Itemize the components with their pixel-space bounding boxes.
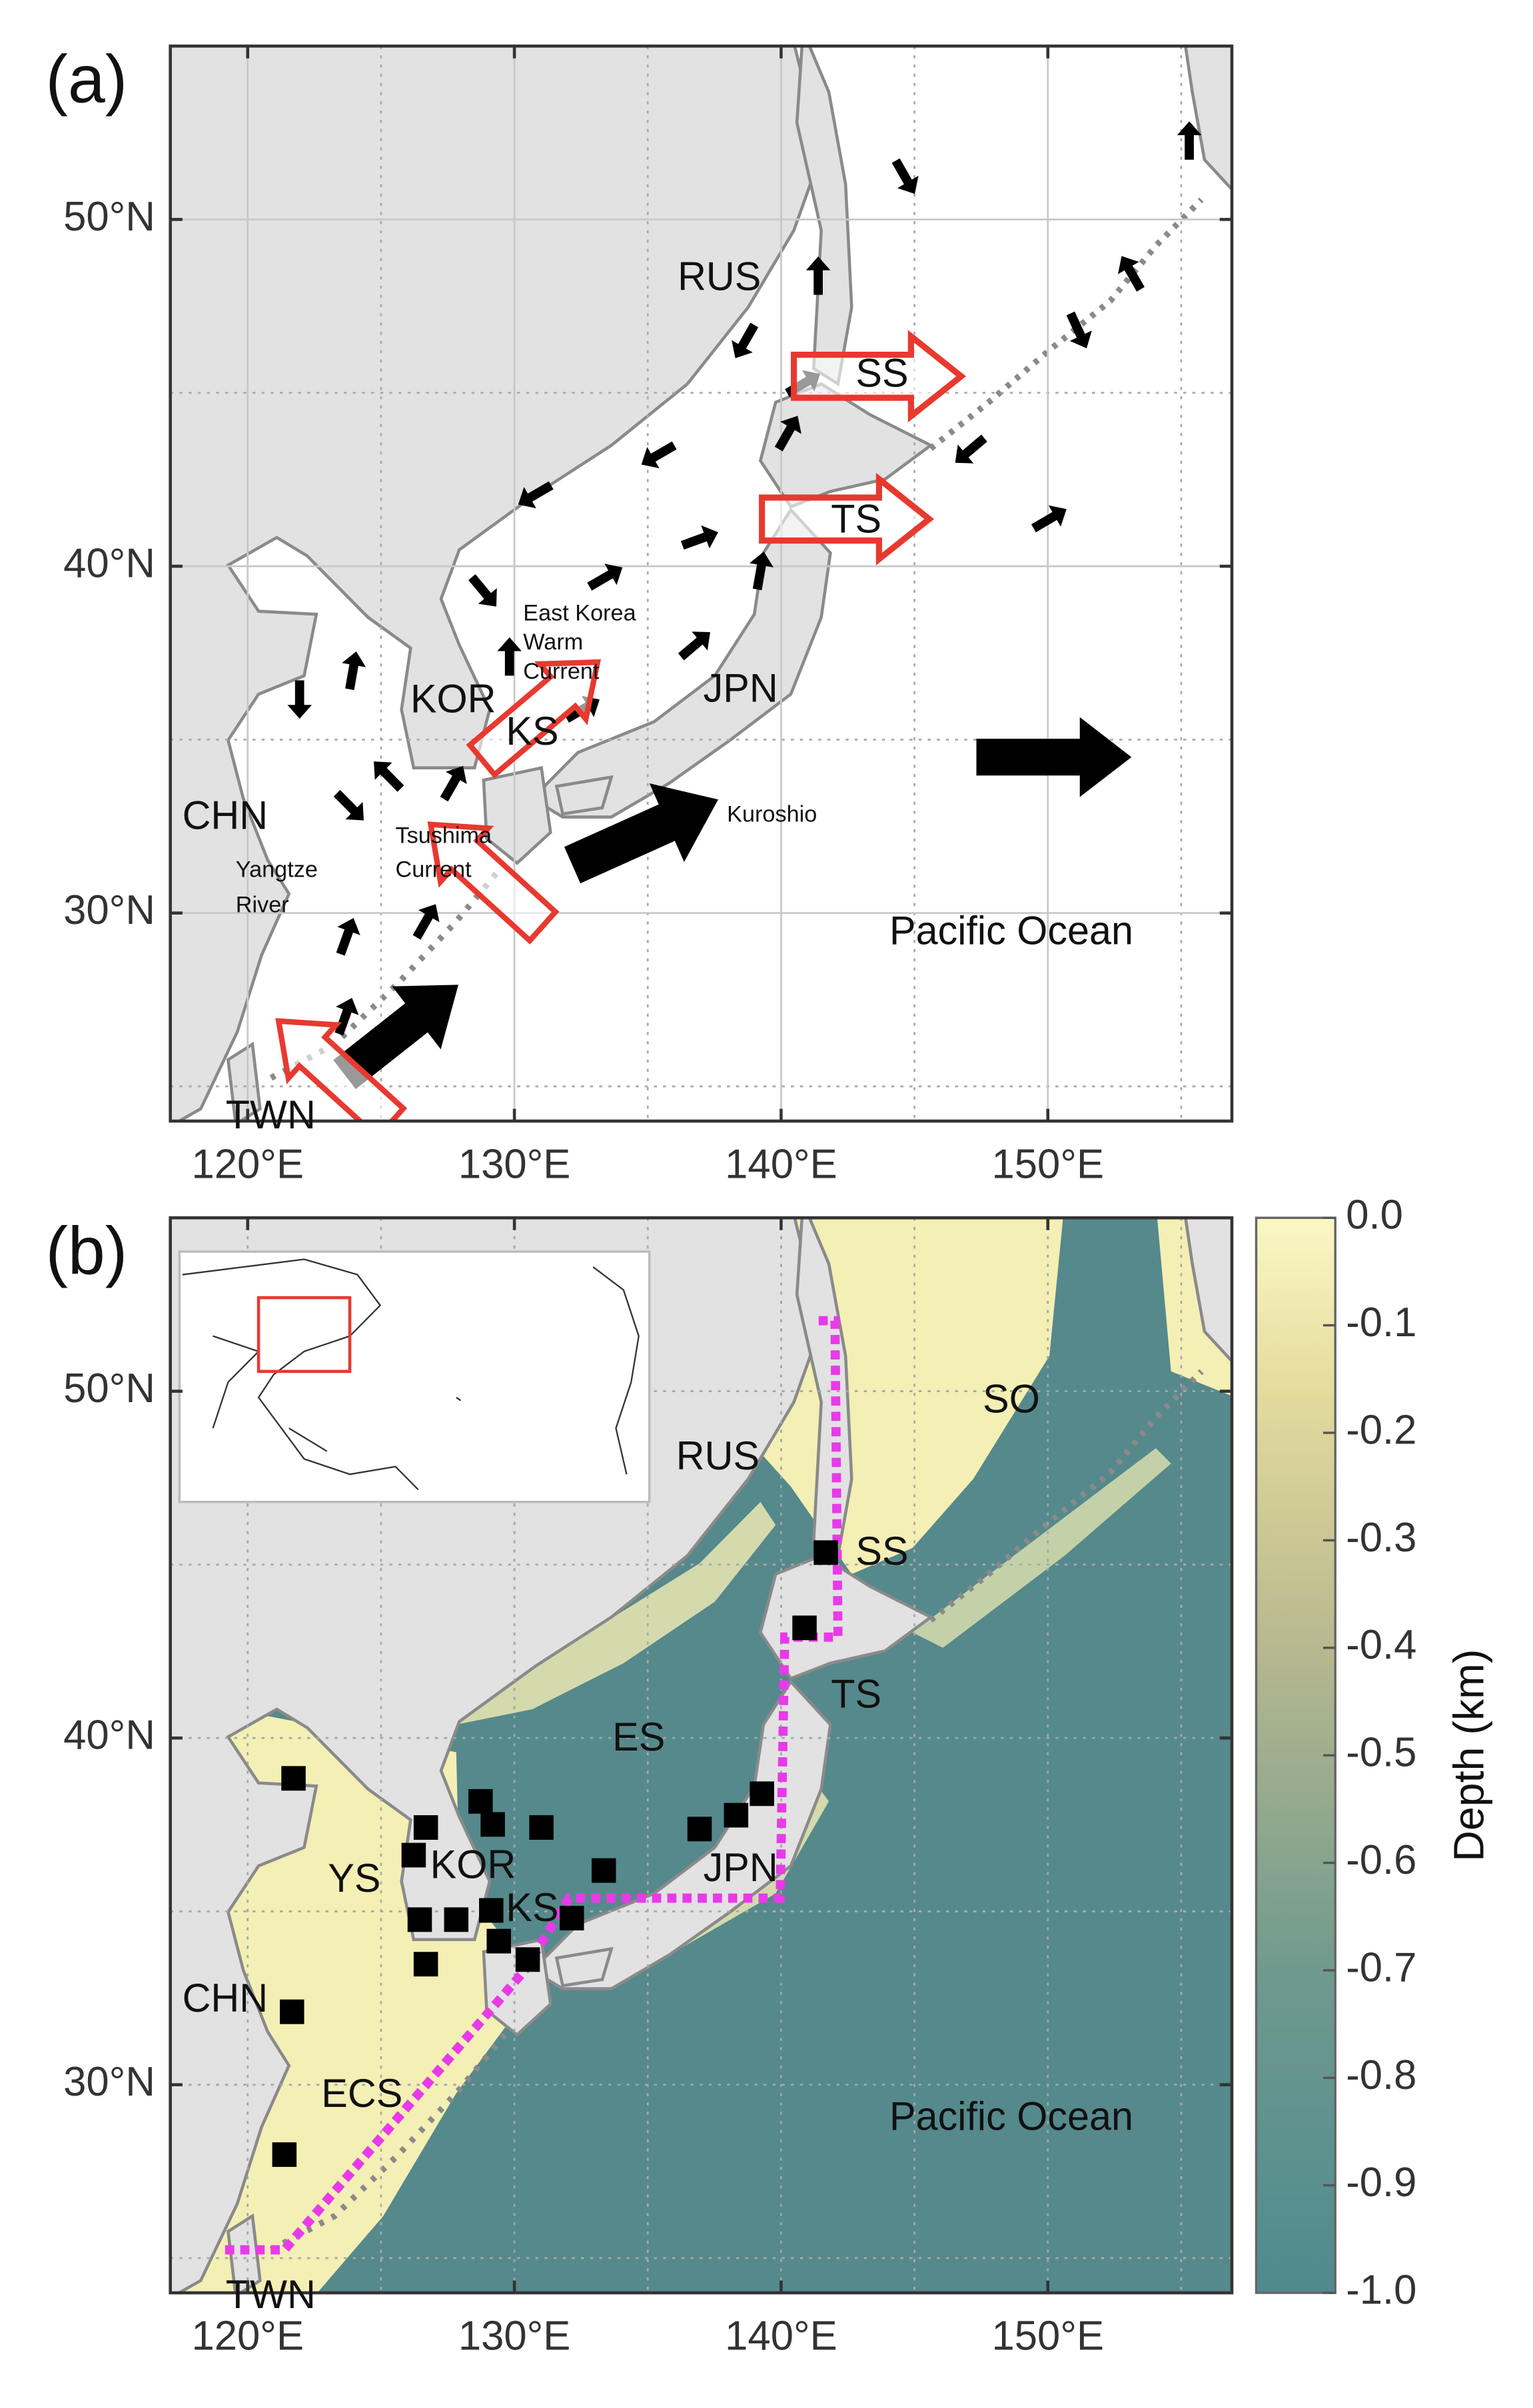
place-label: JPN bbox=[704, 665, 778, 710]
y-tick-label: 30°N bbox=[63, 2059, 155, 2105]
place-label: YS bbox=[328, 1856, 380, 1900]
map-border bbox=[169, 1216, 1234, 2295]
colorbar-tick-label: -0.8 bbox=[1346, 2052, 1416, 2098]
place-label: KS bbox=[506, 709, 558, 753]
colorbar-tick-label: -0.3 bbox=[1346, 1515, 1416, 1561]
x-tick-label: 140°E bbox=[725, 1141, 837, 1187]
current-label: Tsushima bbox=[396, 823, 492, 848]
place-label: TWN bbox=[226, 2272, 316, 2317]
current-label: Current bbox=[396, 857, 472, 882]
place-label: KOR bbox=[430, 1842, 516, 1886]
place-label: SO bbox=[983, 1376, 1040, 1421]
place-label: CHN bbox=[183, 1976, 268, 2020]
colorbar-tick-label: -0.1 bbox=[1346, 1300, 1416, 1346]
x-tick-label: 150°E bbox=[991, 1141, 1104, 1187]
y-tick-label: 40°N bbox=[63, 1712, 155, 1758]
current-label: Warm bbox=[523, 629, 583, 655]
x-tick-label: 130°E bbox=[458, 1141, 571, 1187]
y-tick-label: 50°N bbox=[63, 1366, 155, 1411]
colorbar-tick-label: -0.4 bbox=[1346, 1622, 1416, 1668]
place-label: SS bbox=[855, 1529, 908, 1573]
colorbar-tick-label: -0.6 bbox=[1346, 1837, 1416, 1883]
colorbar-scale bbox=[1255, 1216, 1336, 2294]
river-label: Yangtze bbox=[236, 857, 318, 882]
x-tick-label: 120°E bbox=[191, 2313, 304, 2359]
river-label: River bbox=[236, 892, 289, 917]
panel-b: (b) RUS SO SS TS ES YS KOR KS JPN CHN EC… bbox=[45, 1192, 1492, 2359]
inset-map bbox=[178, 1250, 651, 1503]
panel-label: (b) bbox=[45, 1214, 127, 1289]
place-label: RUS bbox=[678, 254, 761, 298]
stations bbox=[272, 1540, 838, 2168]
place-label: SS bbox=[855, 350, 908, 395]
colorbar-tick-label: -0.9 bbox=[1346, 2160, 1416, 2206]
place-label: ECS bbox=[321, 2071, 402, 2116]
x-tick-label: 120°E bbox=[191, 1141, 304, 1187]
place-label: RUS bbox=[676, 1433, 760, 1478]
grid bbox=[170, 1218, 1233, 2293]
current-label: Kuroshio bbox=[727, 801, 817, 827]
map-bathymetry bbox=[170, 1218, 1233, 2293]
y-tick-label: 40°N bbox=[63, 540, 155, 586]
y-tick-label: 50°N bbox=[63, 194, 155, 240]
colorbar-tick-label: -0.5 bbox=[1346, 1729, 1416, 1775]
place-label: JPN bbox=[704, 1845, 778, 1890]
colorbar-tick-label: -0.2 bbox=[1346, 1407, 1416, 1453]
section-line bbox=[225, 1316, 843, 2255]
place-label: TS bbox=[831, 1671, 881, 1716]
panel-label: (a) bbox=[45, 42, 127, 117]
colorbar: Depth (km) 0.0 -0.1 -0.2 -0.3 -0.4 -0.5 -0.6 -0… bbox=[1255, 1192, 1493, 2313]
place-label: TWN bbox=[226, 1092, 316, 1137]
map-border bbox=[169, 44, 1234, 1123]
place-label: KOR bbox=[410, 676, 496, 721]
grid bbox=[170, 46, 1233, 1122]
x-tick-label: 130°E bbox=[458, 2313, 571, 2359]
place-label: Pacific Ocean bbox=[889, 2094, 1133, 2138]
place-label: Pacific Ocean bbox=[889, 908, 1133, 953]
y-tick-label: 30°N bbox=[63, 887, 155, 933]
panel-a: (a) RUS SS TS KOR KS JPN CHN Yangtze Riv… bbox=[45, 42, 1234, 1188]
current-label: Current bbox=[523, 659, 600, 684]
colorbar-tick-label: -0.7 bbox=[1346, 1944, 1416, 1990]
x-tick-label: 140°E bbox=[725, 2313, 837, 2359]
place-label: TS bbox=[831, 496, 881, 541]
current-arrows bbox=[255, 121, 1202, 1150]
colorbar-tick-label: -1.0 bbox=[1346, 2267, 1416, 2313]
current-label: East Korea bbox=[523, 600, 636, 625]
colorbar-title: Depth (km) bbox=[1445, 1649, 1493, 1862]
x-tick-label: 150°E bbox=[991, 2313, 1104, 2359]
place-label: KS bbox=[506, 1885, 558, 1930]
place-label: ES bbox=[612, 1715, 665, 1759]
place-label: CHN bbox=[183, 793, 268, 837]
colorbar-tick-label: 0.0 bbox=[1346, 1192, 1403, 1238]
